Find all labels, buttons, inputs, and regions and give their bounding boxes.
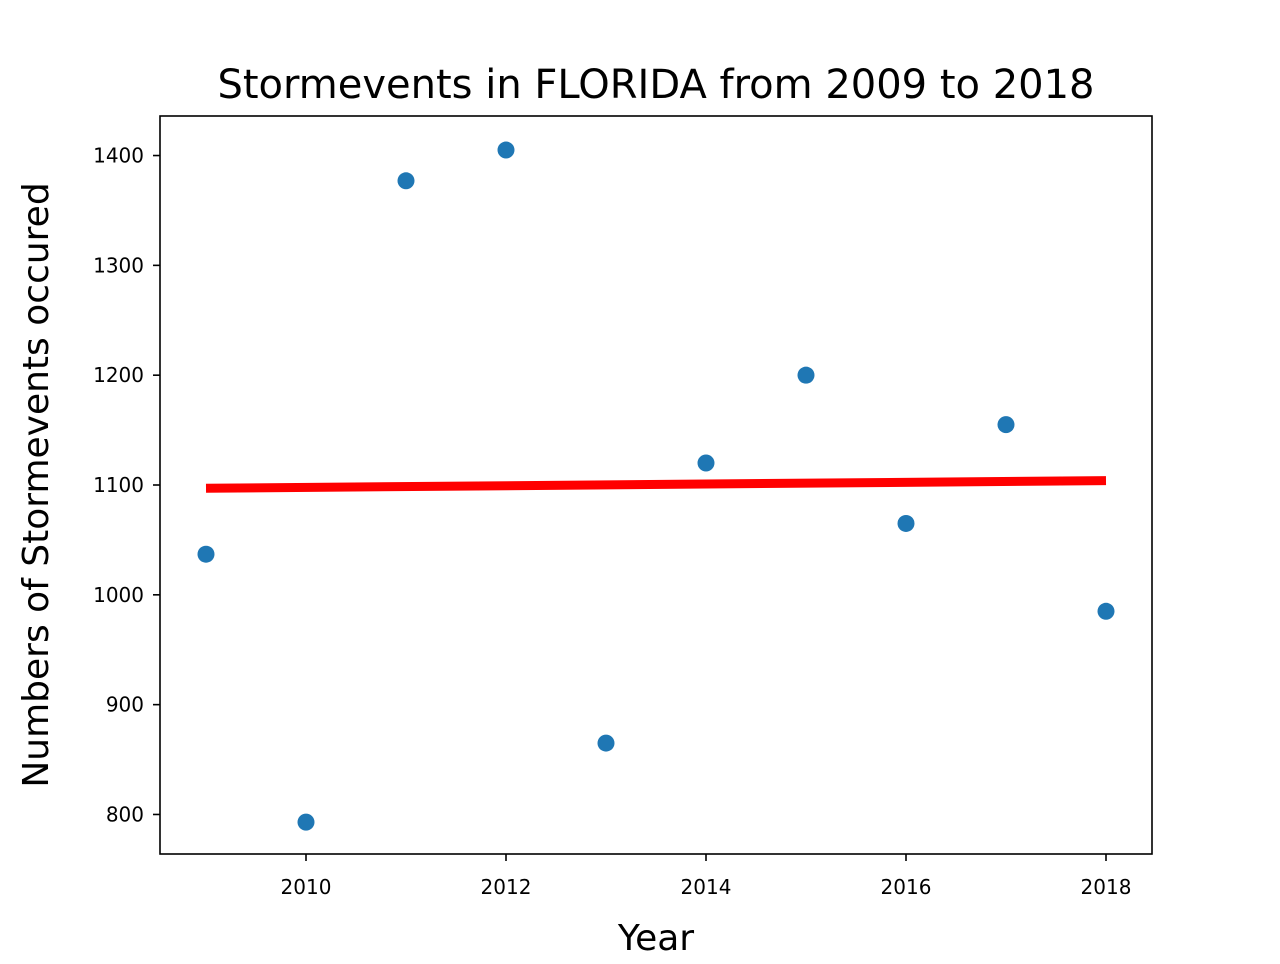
data-point	[897, 514, 915, 532]
plot-frame	[159, 115, 1153, 855]
trend-line	[205, 476, 1107, 493]
x-tick-label: 2012	[481, 875, 532, 899]
data-point	[397, 172, 415, 190]
x-tick-label: 2014	[681, 875, 732, 899]
y-tick-label: 1400	[93, 144, 144, 168]
x-tick-label: 2018	[1081, 875, 1132, 899]
data-point	[697, 454, 715, 472]
data-point	[997, 416, 1015, 434]
y-tick-label: 1100	[93, 473, 144, 497]
data-point	[597, 734, 615, 752]
y-axis-title: Numbers of Stormevents occured	[16, 182, 57, 787]
plot-area	[197, 141, 1115, 831]
data-point	[297, 813, 315, 831]
x-axis: 2010 2012 2014 2016 2018	[281, 854, 1132, 899]
y-tick-label: 900	[106, 693, 144, 717]
data-point	[197, 545, 215, 563]
y-axis: 800 900 1000 1100 1200 1300 1400	[93, 144, 160, 826]
y-tick-label: 1000	[93, 583, 144, 607]
y-tick-label: 1300	[93, 253, 144, 277]
x-axis-title: Year	[617, 918, 694, 959]
y-tick-label: 1200	[93, 363, 144, 387]
y-tick-label: 800	[106, 802, 144, 826]
data-point	[497, 141, 515, 159]
chart-title: Stormevents in FLORIDA from 2009 to 2018	[217, 62, 1094, 108]
data-point	[797, 366, 815, 384]
data-point	[1097, 602, 1115, 620]
x-tick-label: 2010	[281, 875, 332, 899]
x-tick-label: 2016	[881, 875, 932, 899]
